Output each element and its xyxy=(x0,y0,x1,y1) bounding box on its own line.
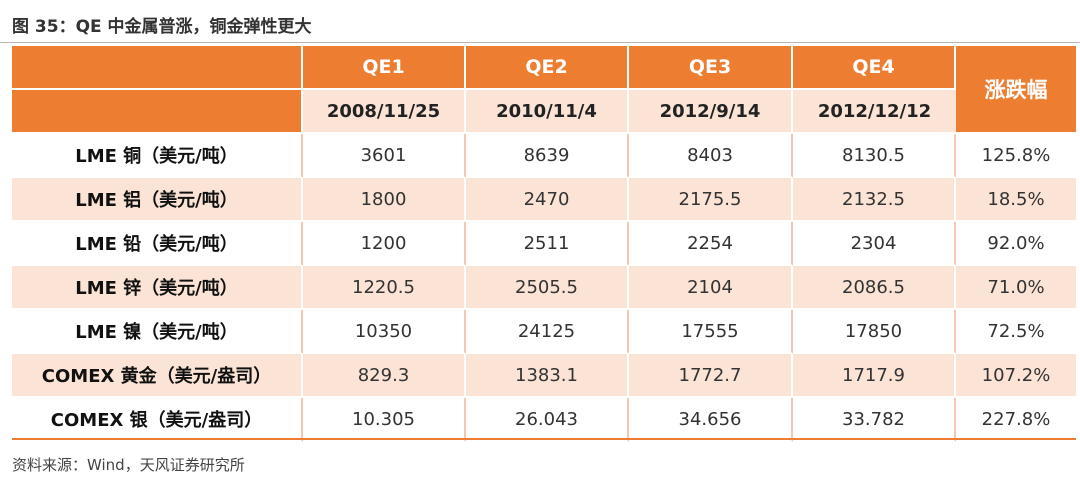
header-qe4: QE4 xyxy=(793,46,956,90)
cell-value: 1200 xyxy=(303,222,466,266)
cell-value: 8639 xyxy=(466,134,629,178)
title-divider xyxy=(0,42,1080,43)
header-row-qe: QE1 QE2 QE3 QE4 涨跌幅 xyxy=(12,46,1076,134)
cell-change: 18.5% xyxy=(956,178,1076,222)
cell-value: 17850 xyxy=(793,310,956,354)
header-corner xyxy=(12,46,303,90)
cell-value: 829.3 xyxy=(303,354,466,398)
row-label: LME 铝（美元/吨） xyxy=(12,178,303,222)
header-qe2: QE2 xyxy=(466,46,629,90)
row-label: LME 铜（美元/吨） xyxy=(12,134,303,178)
header-date-qe3: 2012/9/14 xyxy=(629,90,793,134)
cell-change: 71.0% xyxy=(956,266,1076,310)
header-corner-lower xyxy=(12,90,303,134)
cell-value: 34.656 xyxy=(629,398,793,442)
table-row: LME 铅（美元/吨） 1200 2511 2254 2304 92.0% xyxy=(12,222,1076,266)
header-row-dates: 2008/11/25 2010/11/4 2012/9/14 2012/12/1… xyxy=(12,90,1076,134)
figure-title: 图 35：QE 中金属普涨，铜金弹性更大 xyxy=(12,17,312,37)
header-date-qe1: 2008/11/25 xyxy=(303,90,466,134)
table-row: LME 镍（美元/吨） 10350 24125 17555 17850 72.5… xyxy=(12,310,1076,354)
cell-value: 26.043 xyxy=(466,398,629,442)
cell-value: 2304 xyxy=(793,222,956,266)
table-row: COMEX 银（美元/盎司） 10.305 26.043 34.656 33.7… xyxy=(12,398,1076,442)
cell-value: 1220.5 xyxy=(303,266,466,310)
table-row: LME 铜（美元/吨） 3601 8639 8403 8130.5 125.8% xyxy=(12,134,1076,178)
cell-value: 1717.9 xyxy=(793,354,956,398)
table-row: COMEX 黄金（美元/盎司） 829.3 1383.1 1772.7 1717… xyxy=(12,354,1076,398)
table-row: LME 锌（美元/吨） 1220.5 2505.5 2104 2086.5 71… xyxy=(12,266,1076,310)
cell-value: 2505.5 xyxy=(466,266,629,310)
cell-change: 227.8% xyxy=(956,398,1076,442)
cell-value: 33.782 xyxy=(793,398,956,442)
header-date-qe2: 2010/11/4 xyxy=(466,90,629,134)
cell-value: 2104 xyxy=(629,266,793,310)
cell-change: 125.8% xyxy=(956,134,1076,178)
cell-value: 2132.5 xyxy=(793,178,956,222)
cell-value: 24125 xyxy=(466,310,629,354)
table-bottom-rule xyxy=(12,438,1076,440)
cell-value: 17555 xyxy=(629,310,793,354)
cell-change: 107.2% xyxy=(956,354,1076,398)
header-qe1: QE1 xyxy=(303,46,466,90)
cell-value: 3601 xyxy=(303,134,466,178)
row-label: LME 铅（美元/吨） xyxy=(12,222,303,266)
metals-price-table: QE1 QE2 QE3 QE4 涨跌幅 2008/11/25 2010/11/4… xyxy=(12,46,1076,442)
cell-value: 2175.5 xyxy=(629,178,793,222)
row-label: COMEX 银（美元/盎司） xyxy=(12,398,303,442)
row-label: LME 锌（美元/吨） xyxy=(12,266,303,310)
row-label: LME 镍（美元/吨） xyxy=(12,310,303,354)
header-date-qe4: 2012/12/12 xyxy=(793,90,956,134)
cell-value: 2086.5 xyxy=(793,266,956,310)
cell-value: 1383.1 xyxy=(466,354,629,398)
cell-value: 2511 xyxy=(466,222,629,266)
cell-change: 72.5% xyxy=(956,310,1076,354)
row-label: COMEX 黄金（美元/盎司） xyxy=(12,354,303,398)
cell-value: 10.305 xyxy=(303,398,466,442)
cell-value: 2254 xyxy=(629,222,793,266)
header-qe3: QE3 xyxy=(629,46,793,90)
cell-value: 10350 xyxy=(303,310,466,354)
cell-value: 1800 xyxy=(303,178,466,222)
cell-value: 2470 xyxy=(466,178,629,222)
source-note: 资料来源：Wind，天风证券研究所 xyxy=(12,456,245,474)
header-change: 涨跌幅 xyxy=(956,46,1076,134)
cell-value: 8130.5 xyxy=(793,134,956,178)
cell-value: 8403 xyxy=(629,134,793,178)
cell-value: 1772.7 xyxy=(629,354,793,398)
cell-change: 92.0% xyxy=(956,222,1076,266)
table-row: LME 铝（美元/吨） 1800 2470 2175.5 2132.5 18.5… xyxy=(12,178,1076,222)
